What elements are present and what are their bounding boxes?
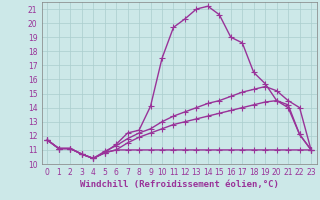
X-axis label: Windchill (Refroidissement éolien,°C): Windchill (Refroidissement éolien,°C)	[80, 180, 279, 189]
